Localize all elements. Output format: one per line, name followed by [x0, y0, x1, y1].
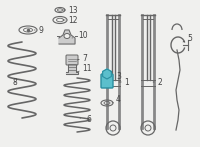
Polygon shape	[66, 62, 78, 74]
Polygon shape	[103, 69, 111, 79]
Text: 2: 2	[153, 77, 162, 86]
Text: 1: 1	[119, 77, 129, 86]
Text: 12: 12	[63, 15, 78, 25]
Polygon shape	[59, 30, 75, 44]
FancyBboxPatch shape	[66, 55, 78, 65]
Text: 6: 6	[80, 116, 91, 125]
FancyBboxPatch shape	[101, 74, 113, 88]
Text: 10: 10	[72, 30, 88, 40]
Ellipse shape	[64, 34, 70, 39]
Text: 8: 8	[12, 77, 17, 86]
Text: 3: 3	[111, 71, 121, 82]
Text: 13: 13	[63, 5, 78, 15]
Text: 7: 7	[77, 54, 87, 62]
Text: 11: 11	[77, 64, 92, 72]
Text: 4: 4	[112, 96, 121, 105]
Text: 9: 9	[34, 25, 43, 35]
Text: 5: 5	[183, 34, 192, 42]
